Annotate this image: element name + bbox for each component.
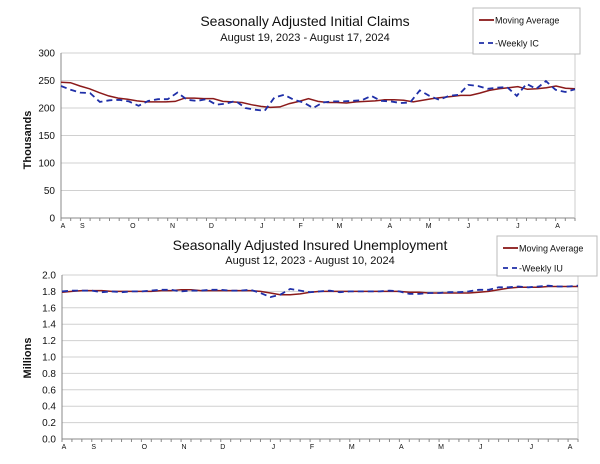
x-tick-label: O [130,223,136,230]
y-tick-label: 0 [49,214,55,225]
y-tick-label: 200 [38,104,55,115]
y-tick-label: 0.8 [42,369,56,380]
legend-label: Moving Average [519,244,583,254]
x-tick-label: M [438,444,444,451]
x-tick-label: F [298,223,302,230]
y-axis-label: Millions [22,338,34,379]
x-tick-label: J [467,223,471,230]
x-tick-label: S [80,223,85,230]
legend-label: Moving Average [495,16,559,26]
y-tick-label: 0.0 [42,435,56,446]
x-tick-label: N [182,444,187,451]
legend-box [472,7,581,55]
x-tick-label: A [387,223,392,230]
chart-subtitle: August 19, 2023 - August 17, 2024 [220,32,389,44]
y-tick-label: 0.2 [42,418,56,429]
y-tick-label: 1.0 [42,353,56,364]
moving-average-line [60,81,576,109]
chart-title: Seasonally Adjusted Initial Claims [200,13,409,29]
x-tick-label: F [310,444,314,451]
insured-unemployment-chart: Seasonally Adjusted Insured Unemployment… [22,235,598,451]
x-tick-label: M [336,223,342,230]
y-tick-label: 1.8 [42,287,56,298]
y-tick-label: 100 [38,159,55,170]
x-tick-label: A [61,223,66,230]
y-tick-label: 1.4 [42,320,56,331]
x-tick-label: M [426,223,432,230]
y-tick-label: 150 [38,131,55,142]
y-tick-label: 0.6 [42,385,56,396]
x-tick-label: A [399,444,404,451]
x-tick-label: J [272,444,276,451]
weekly-series-line [61,284,579,299]
y-tick-label: 50 [44,186,56,197]
y-tick-label: 0.4 [42,402,56,413]
x-tick-label: J [516,223,520,230]
legend-label: -Weekly IC [495,39,539,49]
y-tick-label: 250 [38,76,55,87]
x-tick-label: A [62,444,67,451]
y-tick-label: 300 [38,49,55,60]
y-tick-label: 2.0 [42,271,56,282]
x-tick-label: J [530,444,534,451]
x-tick-label: A [568,444,573,451]
chart-title: Seasonally Adjusted Insured Unemployment [173,237,448,253]
x-tick-label: N [170,223,175,230]
x-tick-label: S [91,444,96,451]
initial-claims-chart: Seasonally Adjusted Initial Claims Augus… [22,7,581,230]
y-tick-label: 1.2 [42,336,56,347]
x-tick-label: A [555,223,560,230]
y-tick-label: 1.6 [42,303,56,314]
x-tick-label: M [349,444,355,451]
weekly-series-line [60,79,576,112]
x-tick-label: J [260,223,264,230]
chart-subtitle: August 12, 2023 - August 10, 2024 [225,255,394,267]
x-tick-label: O [142,444,148,451]
y-axis-label: Thousands [22,111,34,170]
x-tick-label: J [479,444,483,451]
legend-label: -Weekly IU [519,264,563,274]
x-tick-label: D [209,223,214,230]
x-tick-label: D [220,444,225,451]
legend-box [496,235,598,277]
